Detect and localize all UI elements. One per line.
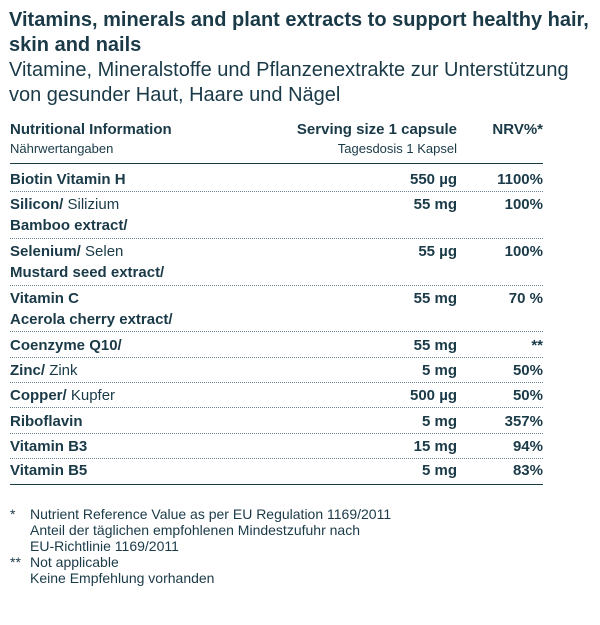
nutrient-amount: 15 mg [413, 438, 457, 455]
nutrient-name: Coenzyme Q10/ [10, 337, 122, 354]
nutrient-nrv: 83% [512, 462, 543, 479]
nutrient-name-de: Kupfer [70, 387, 116, 404]
nutrient-amount: 5 mg [421, 413, 457, 430]
nutrient-name: Vitamin B5 [10, 462, 88, 479]
nutrient-name: Copper/ Kupfer [10, 387, 116, 404]
nutrient-name: Riboflavin [10, 413, 83, 430]
header-nutritional-information-de: Nährwertangaben [10, 141, 114, 156]
row-divider [10, 382, 543, 383]
nutrient-amount: 55 mg [413, 196, 457, 213]
row-divider [10, 331, 543, 332]
nutrient-nrv: 94% [512, 438, 543, 455]
row-divider [10, 191, 543, 192]
row-divider [10, 357, 543, 358]
row-divider [10, 407, 543, 408]
footnote-not-applicable-en: Not applicable [30, 554, 119, 570]
footnote-not-applicable-de: Keine Empfehlung vorhanden [30, 570, 215, 586]
footnote-nrv-en: Nutrient Reference Value as per EU Regul… [30, 506, 392, 522]
nutrient-amount: 55 mg [413, 337, 457, 354]
nutrient-nrv: 100% [504, 243, 543, 260]
nutrient-name-de: Zink [49, 362, 78, 379]
footnote-nrv-de-line2: EU-Richtlinie 1169/2011 [30, 538, 179, 554]
nutrient-nrv: 100% [504, 196, 543, 213]
row-divider [10, 433, 543, 434]
nutrient-name-de: Silizium [67, 196, 120, 213]
nutrient-amount: 550 µg [410, 171, 457, 188]
header-nutritional-information: Nutritional Information [10, 121, 172, 138]
nutrient-nrv: 70 % [508, 290, 543, 307]
nutrient-source: Bamboo extract/ [10, 217, 128, 234]
nutrient-source: Acerola cherry extract/ [10, 311, 173, 328]
nutrient-name: Biotin Vitamin H [10, 171, 126, 188]
title-english: Vitamins, minerals and plant extracts to… [9, 9, 589, 56]
nutrient-nrv: 1100% [497, 171, 543, 188]
nutrient-amount: 500 µg [410, 387, 457, 404]
nutrient-amount: 55 µg [418, 243, 457, 260]
footnote-star-marker: * [10, 506, 16, 522]
row-divider [10, 238, 543, 239]
nutrient-name: Vitamin B3 [10, 438, 88, 455]
nutrient-nrv: 50% [512, 387, 543, 404]
table-bottom-rule [10, 484, 543, 485]
footnote-double-star-marker: ** [10, 554, 21, 570]
header-rule [10, 163, 543, 164]
nutrient-amount: 5 mg [421, 462, 457, 479]
header-serving-size: Serving size 1 capsule [296, 121, 457, 138]
nutrient-nrv: 50% [512, 362, 543, 379]
nutrient-nrv: ** [531, 337, 543, 354]
nutrient-name: Vitamin C [10, 290, 79, 307]
nutrient-source: Mustard seed extract/ [10, 264, 165, 281]
row-divider [10, 285, 543, 286]
nutrient-nrv: 357% [504, 413, 543, 430]
nutrient-name: Silicon/ Silizium [10, 196, 120, 213]
nutrient-amount: 55 mg [413, 290, 457, 307]
footnote-nrv-de-line1: Anteil der täglichen empfohlenen Mindest… [30, 522, 360, 538]
nutrient-name: Selenium/ Selen [10, 243, 124, 260]
nutrient-name: Zinc/ Zink [10, 362, 78, 379]
header-nrv: NRV%* [492, 121, 543, 138]
row-divider [10, 458, 543, 459]
nutrient-amount: 5 mg [421, 362, 457, 379]
header-serving-size-de: Tagesdosis 1 Kapsel [337, 141, 457, 156]
nutrient-name-de: Selen [85, 243, 124, 260]
title-german: Vitamine, Mineralstoffe und Pflanzenextr… [9, 59, 569, 106]
